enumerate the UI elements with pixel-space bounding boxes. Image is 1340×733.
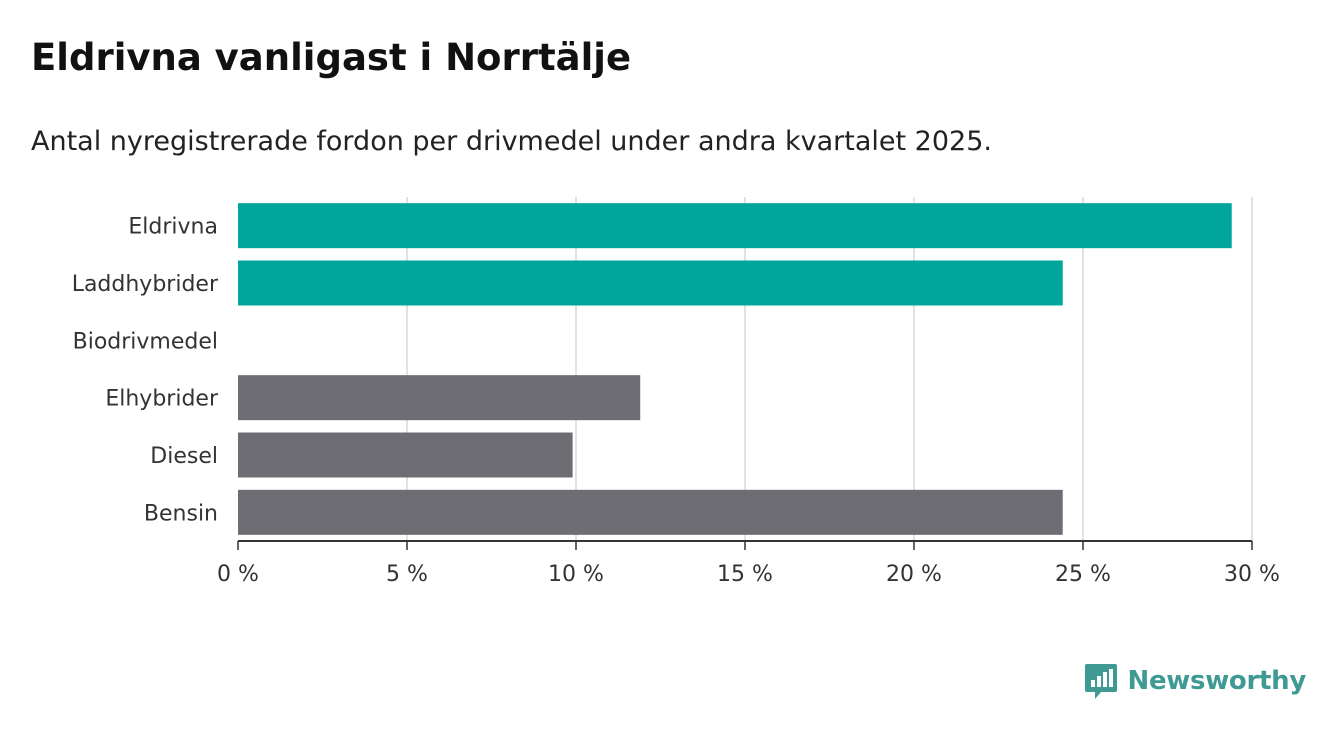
bar-laddhybrider <box>238 260 1063 306</box>
chart-title: Eldrivna vanligast i Norrtälje <box>31 36 632 79</box>
category-label: Laddhybrider <box>72 272 219 297</box>
brand: Newsworthy <box>1084 662 1306 700</box>
category-label: Bensin <box>144 501 218 526</box>
category-label: Elhybrider <box>105 387 219 412</box>
x-tick-label: 5 % <box>386 562 428 587</box>
gridlines <box>406 197 1253 541</box>
x-tick-label: 10 % <box>548 562 604 587</box>
chart-subtitle: Antal nyregistrerade fordon per drivmede… <box>31 126 992 157</box>
bars <box>238 203 1232 535</box>
bar-elhybrider <box>238 375 641 421</box>
x-tick-label: 20 % <box>886 562 942 587</box>
bar-eldrivna <box>238 203 1232 249</box>
category-label: Eldrivna <box>128 215 218 240</box>
bar-diesel <box>238 432 573 478</box>
category-labels: Eldrivna Laddhybrider Biodrivmedel Elhybrid… <box>72 215 219 527</box>
bar-bensin <box>238 489 1063 535</box>
x-tick-label: 25 % <box>1055 562 1111 587</box>
category-label: Biodrivmedel <box>73 329 218 354</box>
x-tick-label: 30 % <box>1224 562 1280 587</box>
x-axis: 0 % 5 % 10 % 15 % 20 % 25 % 30 % <box>217 540 1280 587</box>
x-tick-label: 15 % <box>717 562 773 587</box>
brand-name: Newsworthy <box>1127 666 1307 696</box>
x-tick-label: 0 % <box>217 562 259 587</box>
category-label: Diesel <box>150 444 218 469</box>
newsworthy-logo-icon <box>1084 664 1117 699</box>
